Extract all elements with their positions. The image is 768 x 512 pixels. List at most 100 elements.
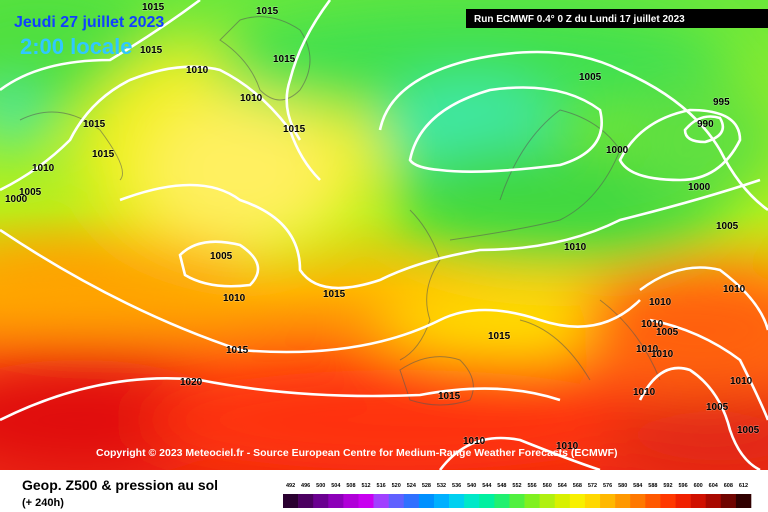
legend-label: 572 [588, 483, 597, 489]
legend-swatch [433, 494, 450, 508]
legend-label: 520 [392, 483, 401, 489]
legend-swatch [313, 494, 329, 508]
legend-label: 528 [422, 483, 431, 489]
isobar-label: 1005 [716, 221, 739, 232]
legend-swatch [554, 494, 571, 508]
isobar-label: 990 [697, 119, 714, 130]
legend-swatch [645, 494, 661, 508]
isobar-label: 1010 [223, 293, 246, 304]
legend-swatch [690, 494, 707, 508]
legend-swatch [343, 494, 359, 508]
isobar-label: 1005 [210, 251, 233, 262]
isobar-label: 1010 [641, 319, 664, 330]
isobar-label: 1015 [283, 124, 306, 135]
isobar-label: 1010 [730, 376, 753, 387]
legend-label: 524 [407, 483, 417, 489]
legend-swatch [494, 494, 510, 508]
legend-label: 564 [558, 483, 568, 489]
isobar-label: 1005 [579, 72, 602, 83]
isobar-label: 1010 [649, 297, 672, 308]
legend-swatch [464, 494, 480, 508]
legend-label: 532 [437, 483, 446, 489]
legend-swatch [675, 494, 691, 508]
legend-label: 512 [361, 483, 370, 489]
legend-label: 580 [618, 483, 627, 489]
isobar-label: 1010 [651, 349, 674, 360]
legend-swatch [479, 494, 495, 508]
legend-label: 604 [709, 483, 719, 489]
isobar-label: 1015 [438, 391, 461, 402]
isobar-label: 1015 [92, 149, 115, 160]
isobar-label: 1010 [240, 93, 263, 104]
legend-label: 496 [301, 483, 310, 489]
legend-label: 596 [678, 483, 687, 489]
isobar-label: 1005 [656, 327, 679, 338]
color-legend: 492 496 500 504 508 512 516 520 524 528 532 536 540 5… [283, 483, 752, 508]
legend-swatch [388, 494, 405, 508]
legend-label: 508 [346, 483, 355, 489]
copyright: Copyright © 2023 Meteociel.fr - Source E… [96, 447, 618, 459]
legend-label: 608 [724, 483, 733, 489]
field [0, 0, 768, 470]
isobar-label: 1000 [688, 182, 711, 193]
legend-label: 612 [739, 483, 748, 489]
run-info: Run ECMWF 0.4° 0 Z du Lundi 17 juillet 2… [474, 14, 685, 25]
legend-swatch [630, 494, 646, 508]
legend-swatch [584, 494, 601, 508]
isobar-label: 1015 [226, 345, 249, 356]
legend-swatch [705, 494, 722, 508]
legend-swatch [328, 494, 344, 508]
legend-swatch [509, 494, 525, 508]
legend-label: 516 [377, 483, 386, 489]
legend-label: 576 [603, 483, 612, 489]
isobar-label: 1010 [633, 387, 656, 398]
legend-swatch [660, 494, 676, 508]
isobar-label: 995 [713, 97, 730, 108]
legend-swatch [615, 494, 631, 508]
isobar-label: 1020 [180, 377, 203, 388]
legend-swatch [449, 494, 465, 508]
isobar-label: 1005 [19, 187, 42, 198]
legend-label: 536 [452, 483, 461, 489]
legend-swatch [600, 494, 616, 508]
legend-swatch [569, 494, 586, 508]
legend-label: 560 [543, 483, 552, 489]
legend-swatch [539, 494, 556, 508]
isobar-label: 1015 [273, 54, 296, 65]
isobar-label: 1015 [256, 6, 279, 17]
legend-swatch [358, 494, 374, 508]
legend-label: 588 [648, 483, 657, 489]
isobar-label: 1000 [606, 145, 629, 156]
legend-swatch [298, 494, 314, 508]
legend-label: 504 [331, 483, 341, 489]
isobar-label: 1015 [140, 45, 163, 56]
legend-label: 568 [573, 483, 582, 489]
forecast-date: Jeudi 27 juillet 2023 [14, 14, 164, 31]
isobar-label: 1010 [556, 441, 579, 452]
isobar-label: 1010 [564, 242, 587, 253]
legend-label: 552 [512, 483, 521, 489]
footer-lead: (+ 240h) [22, 497, 64, 509]
legend-label: 600 [694, 483, 703, 489]
legend-label: 544 [482, 483, 492, 489]
legend-swatch [735, 494, 752, 508]
legend-swatch [720, 494, 737, 508]
forecast-time: 2:00 locale [20, 34, 133, 59]
isobar-label: 1015 [323, 289, 346, 300]
isobar-label: 1005 [706, 402, 729, 413]
isobar-label: 1010 [32, 163, 55, 174]
run-box [466, 9, 768, 28]
legend-label: 548 [497, 483, 506, 489]
isobar-label: 1015 [488, 331, 511, 342]
footer-title: Geop. Z500 & pression au sol [22, 477, 218, 493]
legend-swatch [418, 494, 435, 508]
isobar-label: 1015 [83, 119, 106, 130]
legend-label: 492 [286, 483, 295, 489]
legend-label: 556 [528, 483, 537, 489]
isobar-label: 1010 [636, 344, 659, 355]
isobar-label: 1010 [186, 65, 209, 76]
legend-swatch [283, 494, 299, 508]
isobar-label: 1000 [5, 194, 28, 205]
